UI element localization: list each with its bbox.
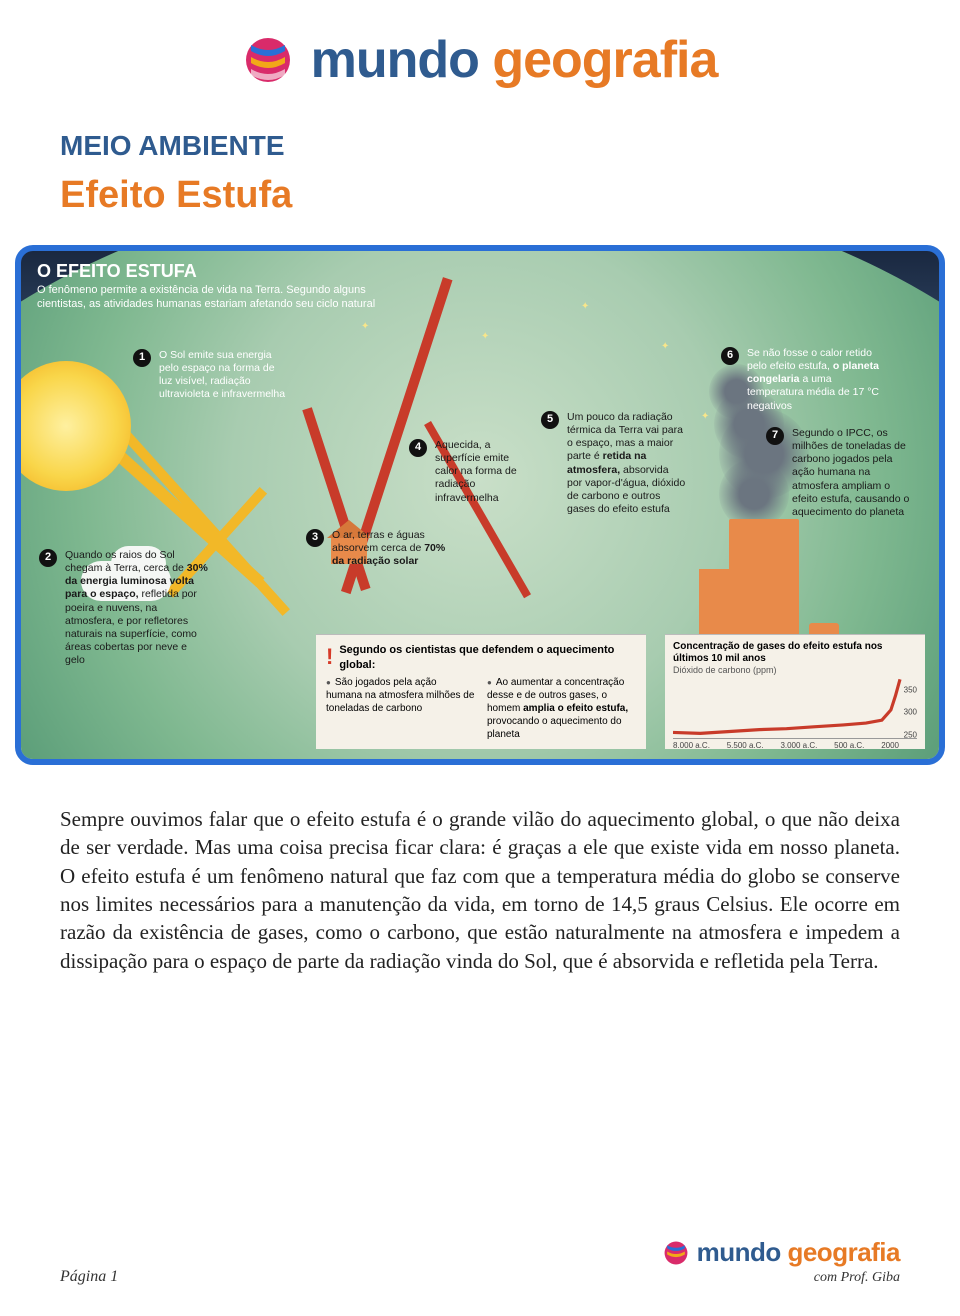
- brand-text: mundo geografia: [311, 30, 718, 90]
- infographic: O EFEITO ESTUFA O fenômeno permite a exi…: [15, 245, 945, 765]
- callout-3: 3O ar, terras e águas absorvem cerca de …: [306, 529, 446, 568]
- box-col2: Ao aumentar a concentração desse e de ou…: [487, 676, 636, 741]
- box-col1: São jogados pela ação humana na atmosfer…: [326, 676, 475, 741]
- callout-6: 6Se não fosse o calor retido pelo efeito…: [721, 347, 881, 413]
- star-icon: ✦: [481, 331, 489, 342]
- footer-brand: mundo geografia com Prof. Giba: [663, 1237, 900, 1286]
- chart-subtitle: Dióxido de carbono (ppm): [673, 665, 917, 675]
- callout-7: 7Segundo o IPCC, os milhões de toneladas…: [766, 427, 916, 519]
- star-icon: ✦: [581, 301, 589, 312]
- infographic-title: O EFEITO ESTUFA: [37, 261, 417, 282]
- article-body: Sempre ouvimos falar que o efeito estufa…: [60, 805, 900, 975]
- building-shape: [699, 569, 729, 639]
- chart-area: 250300350: [673, 677, 917, 739]
- section-label: MEIO AMBIENTE: [60, 130, 900, 162]
- box-title: Segundo os cientistas que defendem o aqu…: [339, 643, 636, 672]
- callout-4: 4Aquecida, a superfície emite calor na f…: [409, 439, 524, 505]
- building-shape: [729, 519, 799, 639]
- chart-title: Concentração de gases do efeito estufa n…: [673, 641, 917, 665]
- brand-header: mundo geografia: [60, 30, 900, 90]
- callout-1: 1O Sol emite sua energia pelo espaço na …: [133, 349, 288, 402]
- callout-5: 5Um pouco da radiação térmica da Terra v…: [541, 411, 686, 516]
- brand-icon: [243, 35, 293, 85]
- footer-prof: com Prof. Giba: [814, 1270, 900, 1286]
- page-number: Página 1: [60, 1268, 118, 1286]
- page-footer: Página 1 mundo geografia com Prof. Giba: [60, 1237, 900, 1286]
- star-icon: ✦: [661, 341, 669, 352]
- article-title: Efeito Estufa: [60, 174, 900, 217]
- infographic-subtitle: O fenômeno permite a existência de vida …: [37, 284, 417, 312]
- infographic-header: O EFEITO ESTUFA O fenômeno permite a exi…: [37, 261, 417, 312]
- exclaim-icon: !: [326, 643, 333, 672]
- star-icon: ✦: [701, 411, 709, 422]
- co2-chart: Concentração de gases do efeito estufa n…: [665, 634, 925, 749]
- star-icon: ✦: [361, 321, 369, 332]
- callout-2: 2Quando os raios do Sol chegam à Terra, …: [39, 549, 209, 667]
- scientists-box: ! Segundo os cientistas que defendem o a…: [316, 634, 646, 749]
- brand-icon: [663, 1240, 689, 1266]
